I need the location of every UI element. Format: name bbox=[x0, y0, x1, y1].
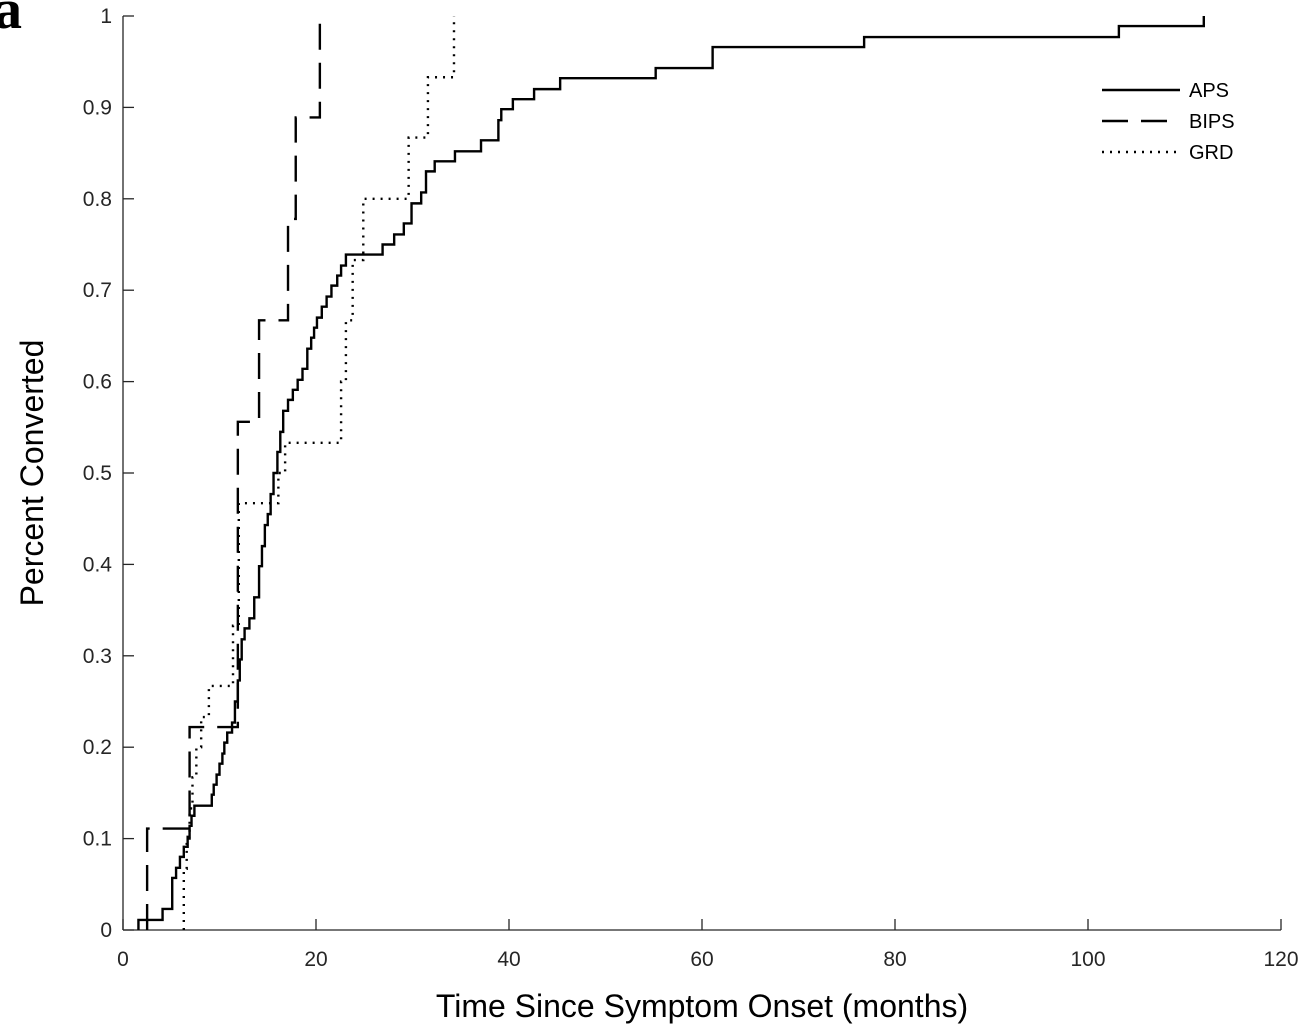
y-tick-label: 0.3 bbox=[83, 645, 112, 668]
y-tick-label: 0.6 bbox=[83, 371, 112, 394]
y-tick-label: 0.9 bbox=[83, 96, 112, 119]
legend: APS BIPS GRD bbox=[1102, 80, 1235, 164]
series-line-aps bbox=[137, 16, 1205, 930]
legend-label-grd: GRD bbox=[1189, 142, 1233, 164]
x-axis-label: Time Since Symptom Onset (months) bbox=[436, 988, 968, 1024]
axes bbox=[122, 16, 1281, 931]
x-tick-label: 0 bbox=[117, 948, 129, 971]
y-tick-label: 0.2 bbox=[83, 736, 112, 759]
y-tick-label: 0 bbox=[100, 919, 112, 942]
y-tick-label: 0.7 bbox=[83, 279, 112, 302]
x-ticks: 0 20 40 60 80 100 120 bbox=[117, 919, 1299, 971]
series-group bbox=[137, 16, 1205, 930]
legend-label-bips: BIPS bbox=[1189, 111, 1235, 133]
series-line-grd bbox=[182, 16, 456, 930]
x-tick-label: 80 bbox=[883, 948, 906, 971]
panel-letter: a bbox=[0, 0, 22, 41]
y-tick-label: 0.8 bbox=[83, 188, 112, 211]
x-tick-label: 40 bbox=[497, 948, 520, 971]
legend-label-aps: APS bbox=[1189, 80, 1229, 102]
series-line-bips bbox=[145, 16, 322, 930]
y-ticks: 0 0.1 0.2 0.3 0.4 0.5 0.6 0.7 0.8 0.9 1 bbox=[83, 5, 134, 942]
y-tick-label: 1 bbox=[100, 5, 112, 28]
x-tick-label: 100 bbox=[1070, 948, 1105, 971]
x-tick-label: 20 bbox=[304, 948, 327, 971]
y-tick-label: 0.5 bbox=[83, 462, 112, 485]
y-tick-label: 0.1 bbox=[83, 828, 112, 851]
x-tick-label: 60 bbox=[690, 948, 713, 971]
y-axis-label: Percent Converted bbox=[14, 340, 50, 607]
y-tick-label: 0.4 bbox=[83, 553, 113, 576]
x-tick-label: 120 bbox=[1263, 948, 1298, 971]
